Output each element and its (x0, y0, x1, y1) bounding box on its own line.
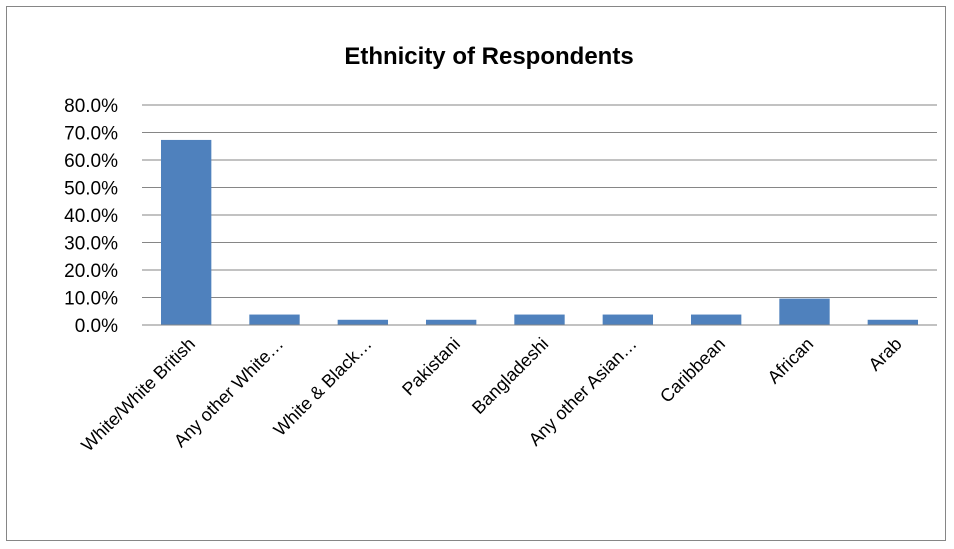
y-axis-ticks: 0.0% 10.0% 20.0% 30.0% 40.0% 50.0% 60.0% 70.0% 8… (64, 96, 118, 337)
x-tick-label: African (764, 334, 818, 388)
y-tick-label: 60.0% (64, 151, 118, 172)
bar (425, 319, 477, 325)
y-tick-label: 40.0% (64, 206, 118, 227)
bar (249, 314, 300, 325)
bar (337, 319, 389, 325)
bar (602, 314, 654, 325)
y-tick-label: 80.0% (64, 96, 118, 117)
bar (867, 319, 919, 325)
chart-title: Ethnicity of Respondents (344, 43, 633, 70)
y-tick-label: 70.0% (64, 124, 118, 145)
bar (779, 298, 830, 325)
bar (690, 314, 742, 325)
x-tick-label: Pakistani (398, 334, 464, 400)
y-tick-label: 50.0% (64, 179, 118, 200)
x-tick-label: Bangladeshi (468, 334, 552, 418)
x-tick-label: Caribbean (656, 334, 729, 407)
x-tick-label: Arab (865, 334, 906, 375)
bar (514, 314, 565, 325)
y-tick-label: 20.0% (64, 261, 118, 282)
bar-chart: Ethnicity of Respondents 0.0% 10.0% 20.0% 3… (64, 43, 937, 456)
chart-area: Ethnicity of Respondents 0.0% 10.0% 20.0% 3… (6, 6, 946, 541)
y-tick-label: 0.0% (75, 316, 118, 337)
bar (160, 139, 212, 325)
gridlines (142, 104, 937, 298)
y-tick-label: 10.0% (64, 289, 118, 310)
bars (160, 139, 919, 325)
y-tick-label: 30.0% (64, 234, 118, 255)
